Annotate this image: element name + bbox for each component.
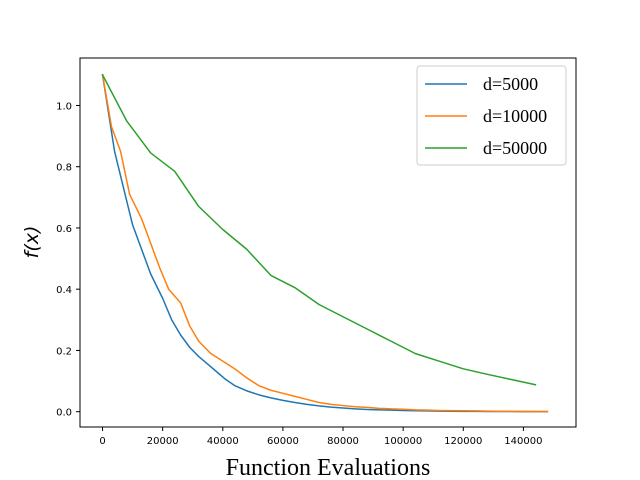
series-line-1 (101, 73, 549, 413)
y-tick-label: 0.4 (56, 285, 72, 296)
y-axis-ticks: 0.0 0.2 0.4 0.6 0.8 1.0 (56, 101, 80, 419)
y-tick-label: 1.0 (56, 101, 72, 112)
x-tick-label: 80000 (327, 436, 359, 447)
x-axis-title: Function Evaluations (226, 455, 431, 480)
x-tick-label: 40000 (207, 436, 239, 447)
x-tick-label: 0 (99, 436, 105, 447)
x-tick-label: 100000 (384, 436, 422, 447)
legend-label-0: d=5000 (483, 74, 538, 94)
x-tick-label: 140000 (504, 436, 542, 447)
x-tick-label: 20000 (147, 436, 179, 447)
legend: d=5000 d=10000 d=50000 (416, 65, 567, 166)
x-tick-label: 120000 (444, 436, 482, 447)
y-tick-label: 0.8 (56, 163, 72, 174)
legend-box (416, 65, 567, 166)
y-tick-label: 0.0 (56, 408, 72, 419)
y-tick-label: 0.2 (56, 346, 72, 357)
plot-lines (101, 73, 549, 413)
y-tick-label: 0.6 (56, 224, 72, 235)
series-line-2 (101, 73, 537, 386)
plot-area-frame (79, 57, 577, 428)
legend-label-1: d=10000 (483, 106, 547, 126)
x-axis-ticks: 0 20000 40000 60000 80000 100000 120000 140000 (99, 427, 542, 447)
y-axis-title: f(x) (21, 226, 43, 259)
legend-label-2: d=50000 (483, 138, 547, 158)
x-tick-label: 60000 (267, 436, 299, 447)
